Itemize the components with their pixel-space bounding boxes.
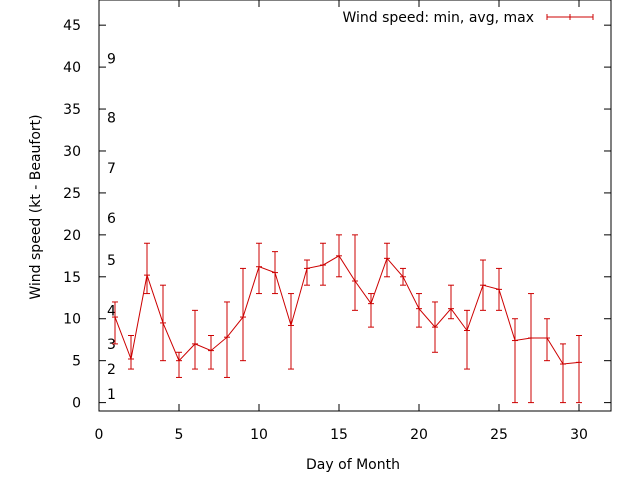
y-tick-label: 35 <box>63 102 81 118</box>
beaufort-label: 7 <box>107 161 116 177</box>
beaufort-label: 3 <box>107 337 116 353</box>
error-bar <box>544 318 550 362</box>
error-bar <box>448 284 454 320</box>
error-bar <box>336 234 342 278</box>
y-tick-label: 45 <box>63 18 81 34</box>
x-tick-label: 10 <box>250 427 268 443</box>
legend: Wind speed: min, avg, max <box>342 10 594 26</box>
error-bar <box>192 309 198 370</box>
error-bar <box>416 293 422 328</box>
x-tick-label: 20 <box>410 427 428 443</box>
legend-key <box>546 14 594 20</box>
error-bar <box>480 259 486 311</box>
error-bar <box>224 301 230 378</box>
beaufort-label: 5 <box>107 253 116 269</box>
plot-frame <box>98 0 612 412</box>
error-bar <box>144 242 150 295</box>
beaufort-scale-labels: 1 2 3 4 5 6 7 8 9 <box>107 52 116 404</box>
error-bar <box>128 335 134 370</box>
y-tick-label: 40 <box>63 60 81 76</box>
error-bar <box>112 301 118 345</box>
y-tick-label: 30 <box>63 144 81 160</box>
beaufort-label: 2 <box>107 362 116 378</box>
error-bar <box>576 335 582 404</box>
error-bar <box>528 293 534 404</box>
error-bar <box>304 259 310 286</box>
error-bar <box>208 335 214 370</box>
y-axis-label: Wind speed (kt - Beaufort) <box>28 114 44 299</box>
y-tick-label: 5 <box>72 354 81 370</box>
error-bar <box>512 318 518 404</box>
beaufort-label: 1 <box>107 387 116 403</box>
error-bar <box>384 242 390 278</box>
x-tick-label: 25 <box>490 427 508 443</box>
error-bar <box>288 293 294 370</box>
y-tick-label: 10 <box>63 312 81 328</box>
beaufort-label: 4 <box>107 303 116 319</box>
series-line <box>114 255 580 365</box>
error-bar <box>272 251 278 295</box>
legend-label: Wind speed: min, avg, max <box>342 10 534 26</box>
error-bar <box>176 351 182 378</box>
beaufort-label: 9 <box>107 52 116 68</box>
error-bar <box>496 267 502 311</box>
x-tick-label: 30 <box>570 427 588 443</box>
y-tick-label: 25 <box>63 186 81 202</box>
error-bar <box>432 301 438 353</box>
y-tick-label: 20 <box>63 228 81 244</box>
error-bar <box>368 293 374 328</box>
error-bar <box>160 284 166 362</box>
error-bar <box>240 267 246 362</box>
beaufort-label: 8 <box>107 110 116 126</box>
x-axis-label: Day of Month <box>306 457 400 473</box>
beaufort-label: 6 <box>107 211 116 227</box>
wind-speed-series <box>112 234 582 404</box>
x-tick-label: 0 <box>95 427 104 443</box>
error-bar <box>352 234 358 311</box>
y-tick-label: 15 <box>63 270 81 286</box>
error-bar <box>464 309 470 370</box>
error-bar <box>400 267 406 286</box>
error-bar <box>256 242 262 295</box>
x-tick-label: 5 <box>175 427 184 443</box>
error-bar <box>560 343 566 404</box>
x-tick-label: 15 <box>330 427 348 443</box>
y-tick-label: 0 <box>72 396 81 412</box>
x-axis: 0 5 10 15 20 25 30 <box>95 0 588 443</box>
error-bar <box>320 242 326 286</box>
